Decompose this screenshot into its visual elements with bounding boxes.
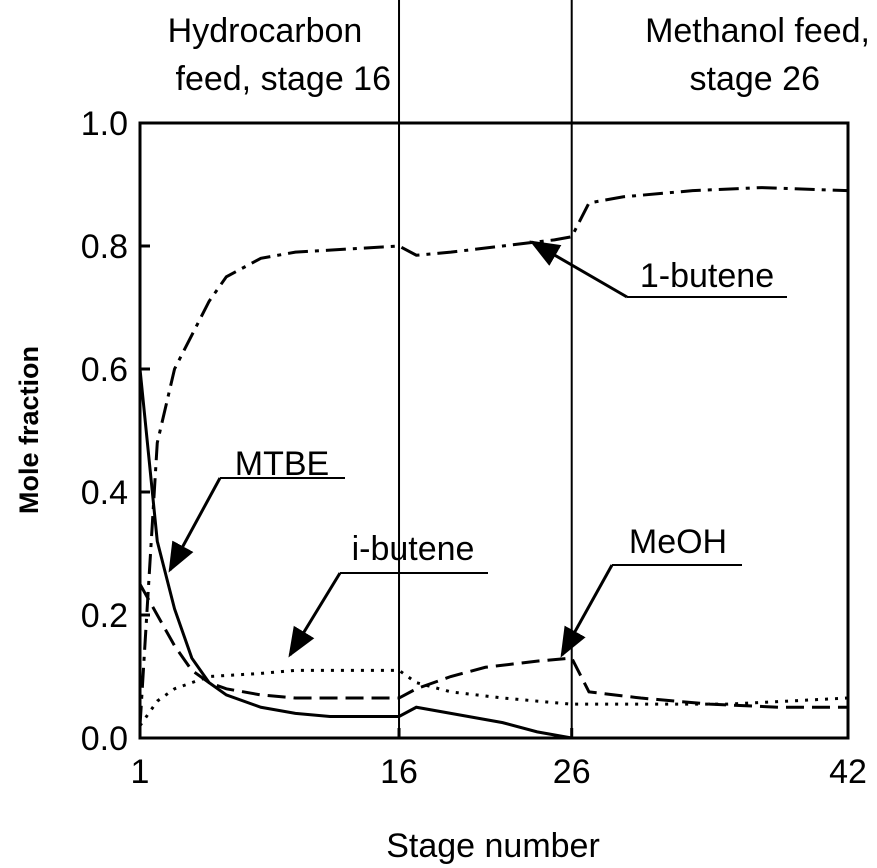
x-tick-label: 1 xyxy=(131,753,150,791)
x-tick-label: 42 xyxy=(829,753,867,791)
label-arrow xyxy=(168,477,222,573)
x-tick-label: 26 xyxy=(553,753,591,791)
label-arrow xyxy=(560,564,614,658)
series-line xyxy=(138,368,848,740)
series-line xyxy=(138,583,848,709)
plot-frame xyxy=(138,121,850,740)
annotation: Hydrocarbon xyxy=(168,12,363,50)
series-label: MTBE xyxy=(235,445,329,483)
annotation: feed, stage 16 xyxy=(176,60,392,98)
series-label: 1-butene xyxy=(640,257,774,295)
series-line xyxy=(138,668,849,727)
series-label: i-butene xyxy=(352,530,475,568)
label-arrow xyxy=(288,572,342,658)
y-tick-label: 1.0 xyxy=(81,105,128,143)
y-tick-label: 0.8 xyxy=(81,228,128,266)
annotation: Methanol feed, xyxy=(645,12,870,50)
y-axis-label: Mole fraction xyxy=(14,346,44,514)
series-label: MeOH xyxy=(629,523,727,561)
annotation: stage 26 xyxy=(690,60,820,98)
y-tick-label: 0.0 xyxy=(81,720,128,758)
y-tick-label: 0.2 xyxy=(81,597,128,635)
x-axis-label: Stage number xyxy=(386,827,600,865)
y-tick-label: 0.6 xyxy=(81,351,128,389)
y-tick-label: 0.4 xyxy=(81,474,128,512)
label-arrow xyxy=(529,240,628,299)
series-line xyxy=(138,186,849,726)
x-tick-label: 16 xyxy=(380,753,418,791)
